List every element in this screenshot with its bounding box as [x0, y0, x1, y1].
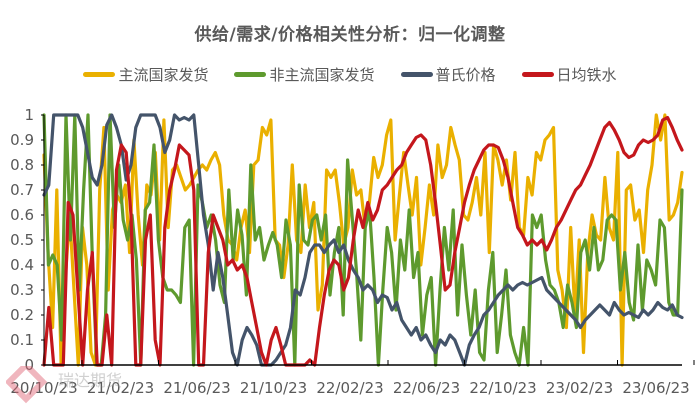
legend-swatch-icon: [400, 72, 433, 77]
legend-item-platts-price: 普氏价格: [400, 64, 496, 85]
chart-series: [42, 113, 684, 367]
y-tick-label: 0.4: [10, 256, 34, 274]
y-tick-label: 0.7: [10, 181, 34, 199]
x-tick-label: 22/10/23: [469, 379, 536, 397]
x-tick-label: 20/10/23: [10, 379, 77, 397]
legend-label: 主流国家发货: [118, 66, 209, 84]
chart-axes: [41, 114, 682, 366]
legend-label: 非主流国家发货: [269, 66, 375, 84]
y-tick-label: 0.3: [10, 281, 34, 299]
legend-item-daily-hot-metal: 日均铁水: [521, 64, 617, 85]
x-tick-label: 21/10/23: [240, 379, 307, 397]
x-tick-label: 21/06/23: [163, 379, 230, 397]
legend-swatch-icon: [521, 72, 554, 77]
legend-item-non-mainstream-shipments: 非主流国家发货: [234, 64, 375, 85]
legend-swatch-icon: [234, 72, 267, 77]
y-tick-label: 0.2: [10, 306, 34, 324]
series-line-2: [42, 113, 684, 367]
legend-label: 日均铁水: [556, 66, 617, 84]
x-axis-ticks: 20/10/23 21/02/23 21/06/23 21/10/23 22/02/23…: [10, 360, 695, 397]
y-tick-label: 0.5: [10, 231, 34, 249]
chart-title: 供给/需求/价格相关性分析：归一化调整: [194, 25, 506, 45]
y-axis-ticks: 0 0.1 0.2 0.3 0.4 0.5 0.6 0.7 0.8 0.9 1: [10, 106, 34, 374]
x-tick-label: 22/02/23: [316, 379, 383, 397]
y-tick-label: 1: [24, 106, 34, 124]
x-tick-label: 22/06/23: [393, 379, 460, 397]
y-tick-label: 0.1: [10, 331, 34, 349]
series-line-1: [42, 113, 684, 367]
series-line-3: [42, 115, 684, 367]
legend-swatch-icon: [83, 72, 116, 77]
x-tick-label: 21/02/23: [87, 379, 154, 397]
x-tick-label: 23/06/23: [622, 379, 689, 397]
y-tick-label: 0.9: [10, 131, 34, 149]
y-tick-label: 0: [24, 356, 34, 374]
legend-item-mainstream-shipments: 主流国家发货: [83, 64, 208, 85]
y-tick-label: 0.8: [10, 156, 34, 174]
legend-label: 普氏价格: [435, 66, 496, 84]
chart-legend: 主流国家发货 非主流国家发货 普氏价格 日均铁水: [0, 64, 700, 85]
y-tick-label: 0.6: [10, 206, 34, 224]
x-tick-label: 23/02/23: [546, 379, 613, 397]
